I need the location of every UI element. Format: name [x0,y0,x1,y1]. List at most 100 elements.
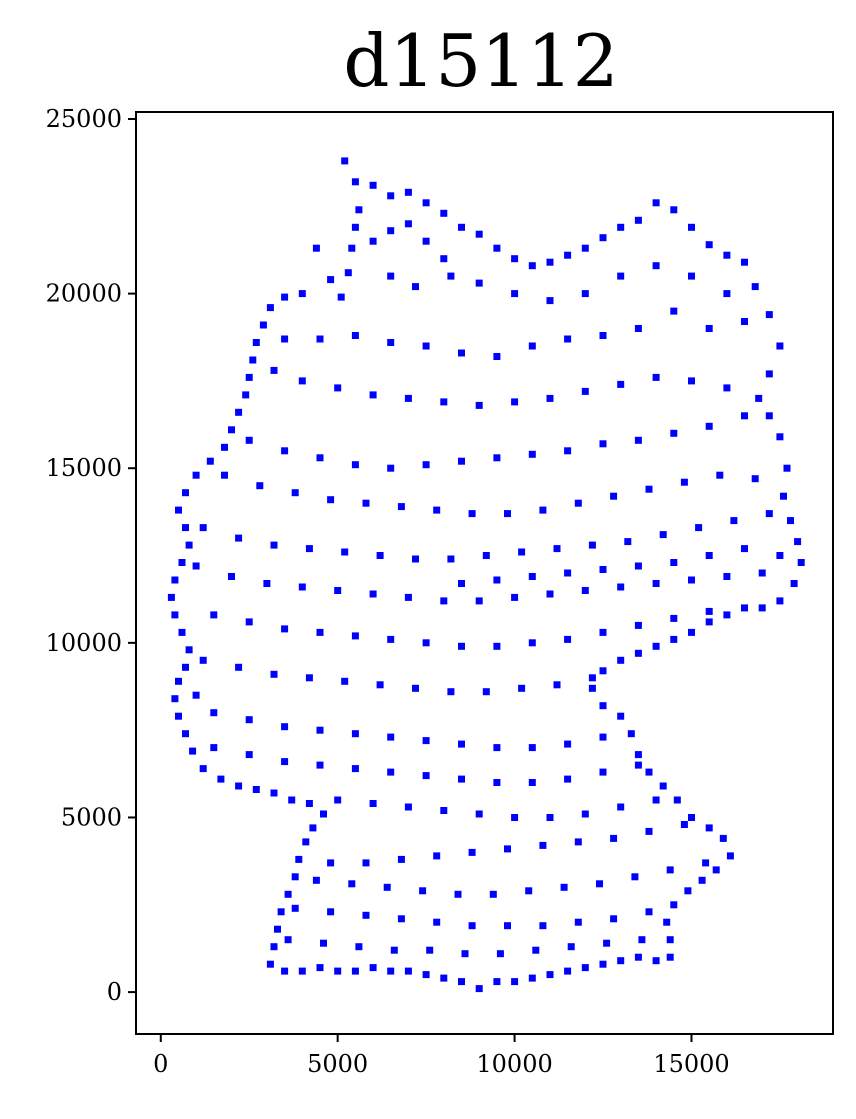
data-point [387,227,395,235]
data-point [387,272,395,280]
data-point [776,342,784,350]
data-point [440,974,448,982]
data-point [581,587,589,594]
data-point [475,401,483,409]
data-point [263,580,271,587]
data-point [468,922,476,930]
data-point [603,939,611,947]
data-point [397,855,405,863]
data-point [458,775,465,783]
data-point [390,946,398,954]
data-point [235,534,243,542]
data-point [369,800,377,807]
x-axis: 0 5000 10000 15000 [153,1034,730,1078]
data-point [337,293,345,301]
data-point [249,356,257,364]
data-point [192,471,200,479]
data-point [489,890,497,898]
data-point [281,758,289,766]
data-point [182,524,189,532]
data-point [210,744,218,752]
data-point [546,814,554,821]
data-point [327,276,335,284]
data-point [698,876,706,884]
data-point [351,765,359,773]
data-point [305,674,313,682]
data-point [688,377,695,385]
data-point [175,506,182,514]
data-point [387,464,395,472]
data-point [245,373,253,381]
data-point [680,478,688,486]
data-point [504,510,511,518]
data-point [422,461,430,469]
data-point [235,663,243,671]
data-point [284,936,292,944]
data-point [666,936,674,944]
data-point [645,768,653,776]
data-point [765,510,773,518]
data-point [252,786,260,793]
data-point [546,258,554,266]
data-point [351,632,359,640]
data-point [433,506,441,514]
data-point [309,824,317,832]
data-point [758,569,766,577]
data-point [362,911,370,919]
data-point [334,587,342,594]
data-point [511,978,519,986]
data-point [610,492,618,500]
data-point [454,890,462,898]
data-point [652,957,660,965]
data-point [210,611,218,619]
data-point [599,702,607,710]
data-point [518,548,526,556]
data-point [652,642,660,650]
data-point [334,384,342,392]
data-point [348,880,356,888]
data-point [617,272,625,280]
data-point [341,157,349,165]
data-point [245,751,253,759]
chart-title: d15112 [343,19,618,103]
data-point [670,614,678,622]
data-point [351,332,359,339]
data-point [688,576,695,584]
data-point [312,244,320,252]
data-point [688,223,695,231]
data-point [440,597,448,605]
data-point [581,964,589,972]
data-point [433,852,441,860]
data-point [634,216,642,224]
data-point [493,353,501,360]
data-point [716,471,724,479]
data-point [670,559,678,566]
data-point [659,782,667,790]
data-point [419,887,427,895]
data-point [574,838,582,846]
data-point [475,230,483,238]
data-point [397,915,405,923]
data-point [178,559,186,566]
data-point [369,964,377,972]
data-point [493,642,501,650]
data-point [670,429,678,437]
y-tick-label: 20000 [46,280,122,308]
data-point [475,597,483,605]
data-point [281,293,289,301]
data-point [634,761,642,769]
data-point [341,548,349,556]
data-point [274,925,281,933]
data-point [270,366,278,374]
data-point [475,985,483,993]
data-point [765,412,773,420]
y-tick-label: 25000 [46,105,122,133]
y-tick-label: 10000 [46,629,122,657]
data-point [369,181,377,189]
data-point [610,915,618,923]
data-point [588,541,596,549]
data-point [412,684,419,692]
data-point [270,541,278,549]
data-point [397,503,405,511]
data-point [383,883,391,891]
